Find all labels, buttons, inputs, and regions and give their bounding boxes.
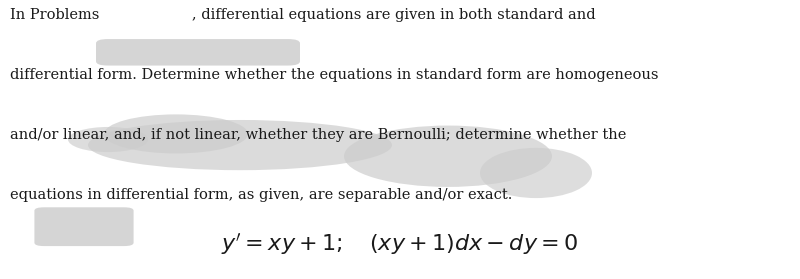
Ellipse shape: [104, 114, 248, 153]
Ellipse shape: [344, 126, 552, 187]
FancyBboxPatch shape: [96, 39, 300, 66]
Text: and/or linear, and, if not linear, whether they are Bernoulli; determine whether: and/or linear, and, if not linear, wheth…: [10, 128, 626, 142]
Text: equations in differential form, as given, are separable and/or exact.: equations in differential form, as given…: [10, 188, 512, 202]
Text: In Problems                    , differential equations are given in both standa: In Problems , differential equations are…: [10, 8, 595, 22]
Ellipse shape: [68, 127, 148, 152]
Text: differential form. Determine whether the equations in standard form are homogene: differential form. Determine whether the…: [10, 68, 658, 82]
FancyBboxPatch shape: [34, 207, 134, 246]
Ellipse shape: [480, 148, 592, 198]
Ellipse shape: [88, 120, 392, 170]
Text: $y^{\prime} = xy + 1;\quad (xy + 1)dx - dy = 0$: $y^{\prime} = xy + 1;\quad (xy + 1)dx - …: [222, 231, 578, 257]
